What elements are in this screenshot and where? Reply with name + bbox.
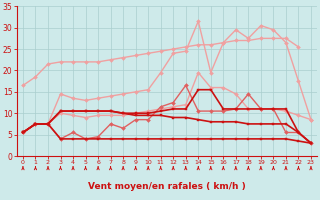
X-axis label: Vent moyen/en rafales ( km/h ): Vent moyen/en rafales ( km/h ) (88, 182, 246, 191)
